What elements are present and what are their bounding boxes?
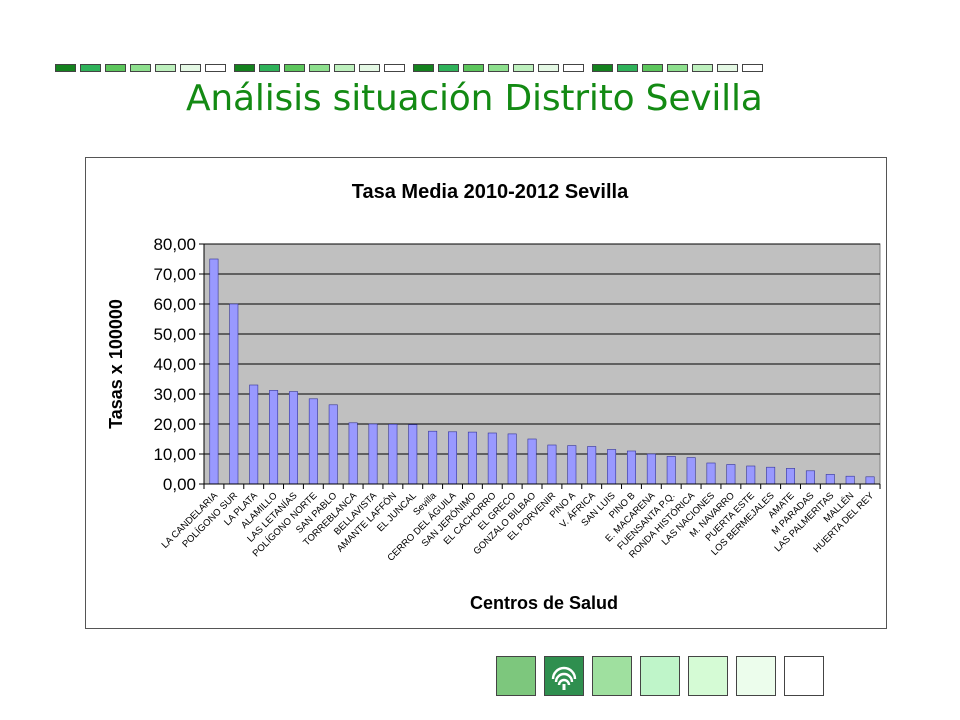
bar [507, 433, 517, 485]
bar [726, 464, 736, 485]
bar [209, 258, 219, 485]
bar [686, 457, 696, 485]
bar [448, 431, 458, 485]
y-tick-labels: 0,00 10,00 20,00 30,00 40,00 50,00 60,00 70,00 8… [153, 235, 196, 494]
bar [805, 470, 815, 485]
decorative-square-strip [55, 64, 930, 74]
bar [308, 398, 318, 485]
bar [786, 468, 796, 485]
footer-square [592, 656, 632, 696]
bar [428, 430, 438, 485]
bar [527, 438, 537, 485]
y-tick-label: 60,00 [153, 295, 196, 314]
y-tick-label: 0,00 [163, 475, 196, 494]
bar [746, 465, 756, 485]
footer-square [496, 656, 536, 696]
footer-square [784, 656, 824, 696]
y-tick-label: 40,00 [153, 355, 196, 374]
slide-title: Análisis situación Distrito Sevilla [186, 78, 763, 119]
decorative-square [438, 64, 459, 72]
decorative-square [717, 64, 738, 72]
decorative-square [105, 64, 126, 72]
bar [328, 404, 338, 485]
decorative-square [334, 64, 355, 72]
footer-square [640, 656, 680, 696]
bar [547, 444, 557, 485]
decorative-square [692, 64, 713, 72]
footer-square [736, 656, 776, 696]
decorative-square [513, 64, 534, 72]
decorative-square [180, 64, 201, 72]
decorative-square [309, 64, 330, 72]
decorative-square [130, 64, 151, 72]
y-tick-label: 20,00 [153, 415, 196, 434]
decorative-square [563, 64, 584, 72]
footer-square [688, 656, 728, 696]
bar [567, 445, 577, 485]
decorative-square [642, 64, 663, 72]
bar [249, 384, 259, 485]
decorative-square [592, 64, 613, 72]
decorative-square [259, 64, 280, 72]
decorative-square [284, 64, 305, 72]
axes [199, 243, 881, 489]
bar [706, 462, 716, 485]
chart-frame: Tasa Media 2010-2012 Sevilla 0,00 10,00 20… [85, 157, 887, 629]
decorative-square [463, 64, 484, 72]
y-axis-label: Tasas x 100000 [106, 299, 126, 429]
bar [766, 466, 776, 485]
decorative-square [234, 64, 255, 72]
decorative-square [413, 64, 434, 72]
bars [209, 258, 875, 485]
decorative-square [617, 64, 638, 72]
y-tick-label: 80,00 [153, 235, 196, 254]
bar [368, 423, 378, 485]
bar [348, 422, 358, 485]
junta-andalucia-logo-icon [544, 656, 584, 696]
bar [388, 423, 398, 485]
decorative-square [55, 64, 76, 72]
bar [269, 390, 279, 485]
decorative-square [667, 64, 688, 72]
y-tick-label: 30,00 [153, 385, 196, 404]
bar [865, 476, 875, 485]
bar [666, 456, 676, 485]
bar-chart: Tasa Media 2010-2012 Sevilla 0,00 10,00 20… [106, 181, 881, 613]
y-tick-label: 70,00 [153, 265, 196, 284]
decorative-square [359, 64, 380, 72]
decorative-square [205, 64, 226, 72]
decorative-square [488, 64, 509, 72]
y-tick-label: 10,00 [153, 445, 196, 464]
decorative-square [384, 64, 405, 72]
bar [408, 424, 418, 485]
bar [845, 475, 855, 485]
x-axis-label: Centros de Salud [470, 593, 618, 613]
chart-title: Tasa Media 2010-2012 Sevilla [352, 181, 629, 203]
bar [587, 446, 597, 485]
bar [467, 431, 477, 485]
decorative-square [80, 64, 101, 72]
decorative-square [155, 64, 176, 72]
bar [229, 303, 239, 485]
bar [825, 474, 835, 485]
footer-square-row [496, 656, 826, 698]
bar [626, 450, 636, 485]
decorative-square [538, 64, 559, 72]
bar [607, 449, 617, 485]
bar [646, 453, 656, 485]
y-tick-label: 50,00 [153, 325, 196, 344]
bar [288, 391, 298, 485]
decorative-square [742, 64, 763, 72]
bar [487, 432, 497, 485]
